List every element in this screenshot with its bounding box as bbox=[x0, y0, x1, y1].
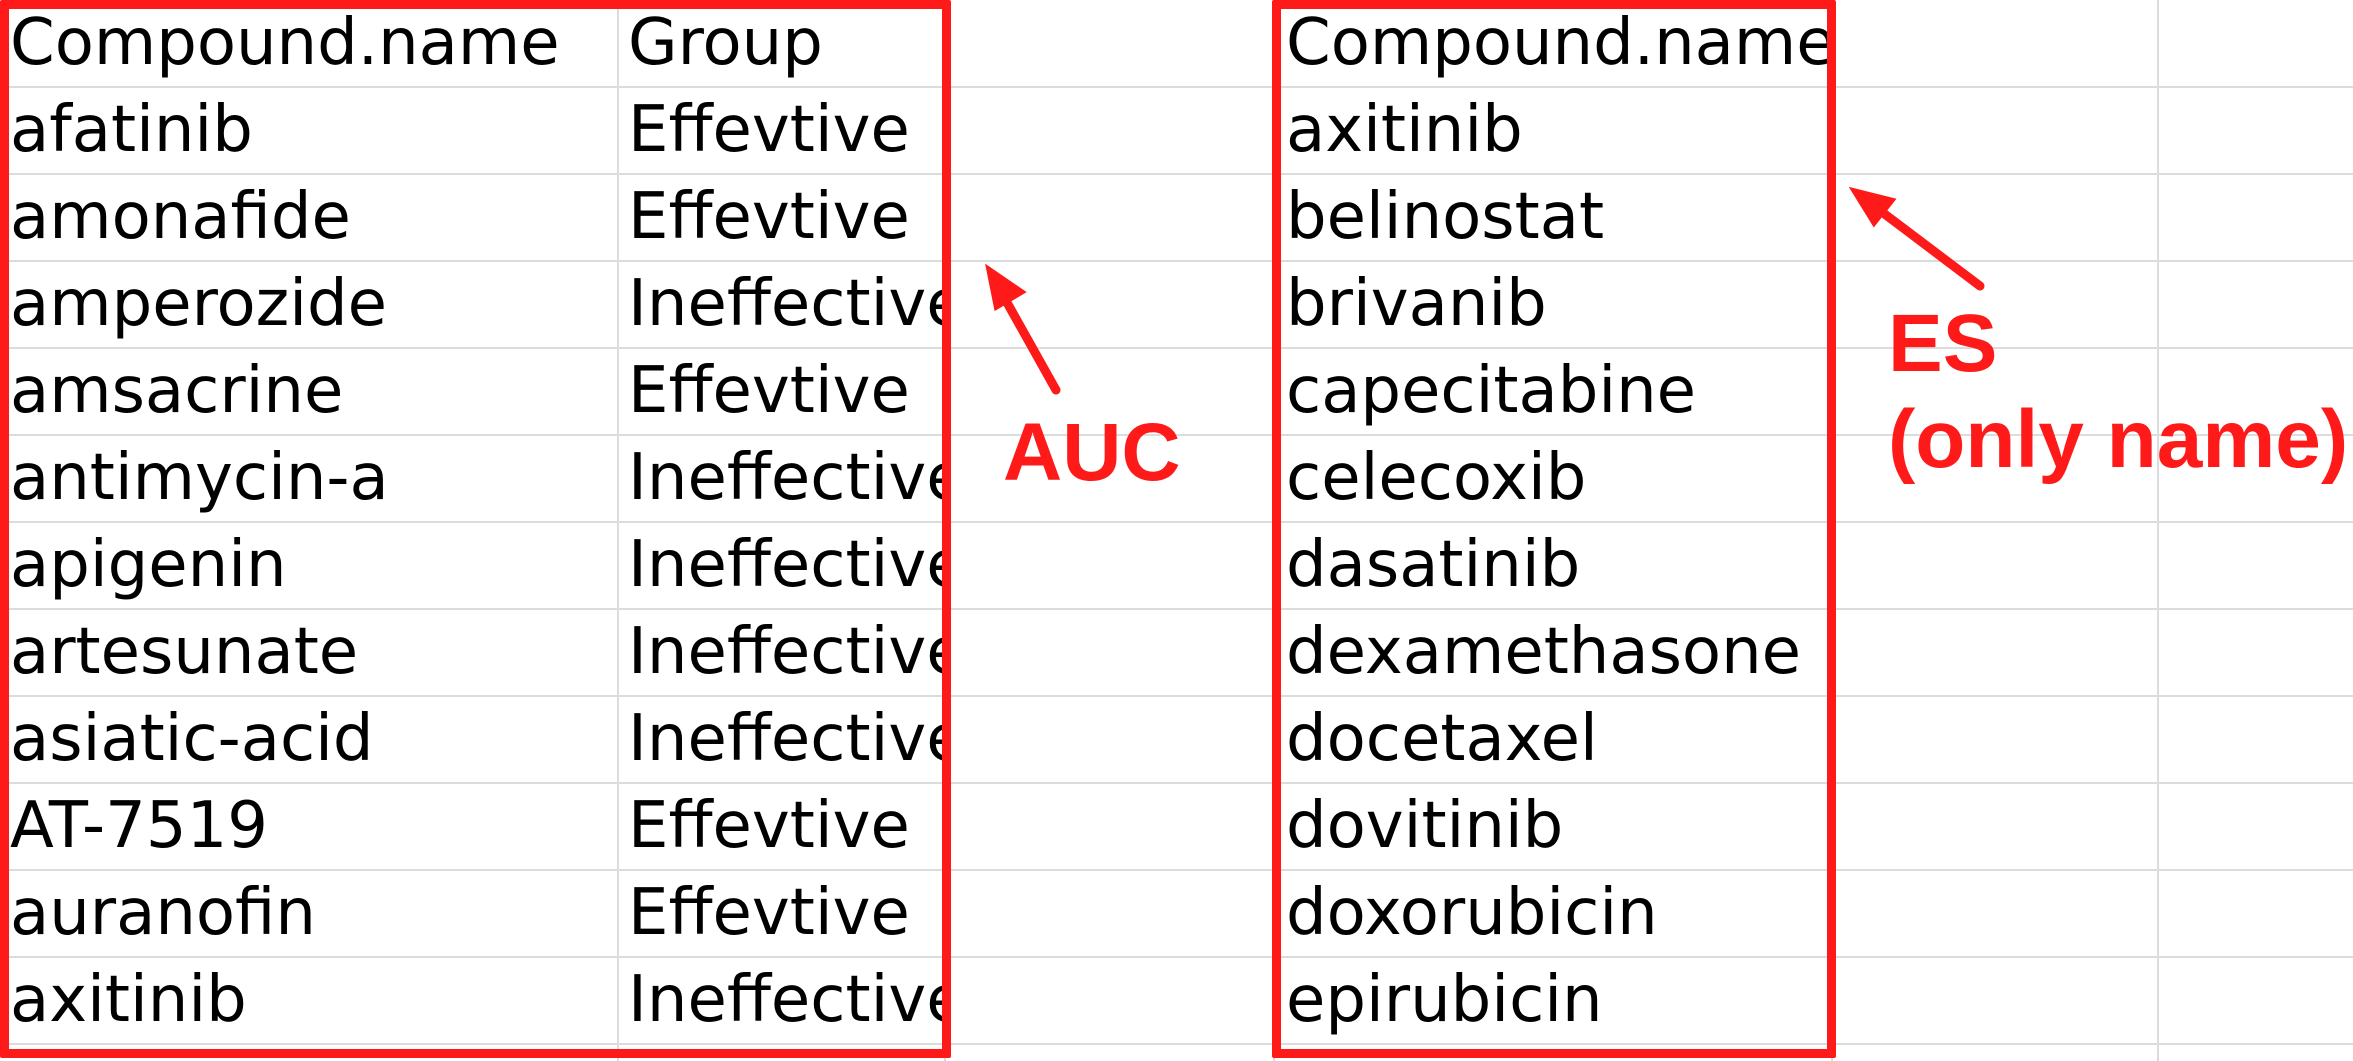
cell-group[interactable]: Ineffective bbox=[628, 702, 943, 776]
header-cell-group[interactable]: Group bbox=[628, 6, 823, 80]
cell-es-compound-name[interactable]: brivanib bbox=[1286, 267, 1547, 341]
row-gridline bbox=[0, 86, 2353, 88]
table-row: afatinib Effevtive axitinib bbox=[0, 87, 2353, 174]
row-gridline bbox=[0, 347, 2353, 349]
cell-es-compound-name[interactable]: belinostat bbox=[1286, 180, 1605, 254]
cell-group[interactable]: Ineffective bbox=[628, 963, 943, 1037]
auc-label: AUC bbox=[1003, 407, 1181, 498]
cell-compound-name[interactable]: auranofin bbox=[10, 876, 316, 950]
cell-es-compound-name[interactable]: dexamethasone bbox=[1286, 615, 1801, 689]
table-row: artesunate Ineffective dexamethasone bbox=[0, 609, 2353, 696]
row-gridline bbox=[0, 608, 2353, 610]
cell-group[interactable]: Effevtive bbox=[628, 354, 910, 428]
column-gridline bbox=[617, 0, 619, 1061]
cell-compound-name[interactable]: AT-7519 bbox=[10, 789, 268, 863]
cell-es-compound-name[interactable]: axitinib bbox=[1286, 93, 1523, 167]
cell-compound-name[interactable]: antimycin-a bbox=[10, 441, 389, 515]
cell-group[interactable]: Effevtive bbox=[628, 789, 910, 863]
cell-es-compound-name[interactable]: epirubicin bbox=[1286, 963, 1603, 1037]
cell-es-compound-name[interactable]: celecoxib bbox=[1286, 441, 1587, 515]
column-gridline bbox=[2157, 0, 2159, 1061]
row-gridline bbox=[0, 260, 2353, 262]
row-gridline bbox=[0, 434, 2353, 436]
table-row: amperozide Ineffective brivanib bbox=[0, 261, 2353, 348]
header-row: Compound.name Group Compound.name bbox=[0, 0, 2353, 87]
es-label-subtitle: (only name) bbox=[1888, 394, 2349, 485]
row-gridline bbox=[0, 173, 2353, 175]
cell-es-compound-name[interactable]: dovitinib bbox=[1286, 789, 1564, 863]
cell-compound-name[interactable]: artesunate bbox=[10, 615, 359, 689]
table-row: auranofin Effevtive doxorubicin bbox=[0, 870, 2353, 957]
es-highlight-box bbox=[1272, 0, 1836, 1058]
cell-compound-name[interactable]: amsacrine bbox=[10, 354, 344, 428]
table-row: axitinib Ineffective epirubicin bbox=[0, 957, 2353, 1044]
cell-group[interactable]: Effevtive bbox=[628, 180, 910, 254]
cell-group[interactable]: Ineffective bbox=[628, 441, 943, 515]
cell-compound-name[interactable]: afatinib bbox=[10, 93, 253, 167]
es-label: ES bbox=[1888, 298, 1998, 389]
cell-es-compound-name[interactable]: dasatinib bbox=[1286, 528, 1581, 602]
cell-group[interactable]: Ineffective bbox=[628, 615, 943, 689]
auc-highlight-box bbox=[0, 0, 951, 1058]
cell-es-compound-name[interactable]: capecitabine bbox=[1286, 354, 1697, 428]
table-row: AT-7519 Effevtive dovitinib bbox=[0, 783, 2353, 870]
cell-group[interactable]: Ineffective bbox=[628, 528, 943, 602]
table-row: asiatic-acid Ineffective docetaxel bbox=[0, 696, 2353, 783]
cell-compound-name[interactable]: amperozide bbox=[10, 267, 387, 341]
cell-compound-name[interactable]: axitinib bbox=[10, 963, 247, 1037]
row-gridline bbox=[0, 1043, 2353, 1045]
row-gridline bbox=[0, 521, 2353, 523]
table-row: antimycin-a Ineffective celecoxib bbox=[0, 435, 2353, 522]
table-row: amonafide Effevtive belinostat bbox=[0, 174, 2353, 261]
cell-group[interactable]: Effevtive bbox=[628, 876, 910, 950]
cell-es-compound-name[interactable]: doxorubicin bbox=[1286, 876, 1658, 950]
cell-compound-name[interactable]: amonafide bbox=[10, 180, 351, 254]
table-row: amsacrine Effevtive capecitabine bbox=[0, 348, 2353, 435]
header-cell-es-compound-name[interactable]: Compound.name bbox=[1286, 6, 1829, 80]
cell-es-compound-name[interactable]: docetaxel bbox=[1286, 702, 1598, 776]
header-cell-compound-name[interactable]: Compound.name bbox=[10, 6, 560, 80]
table-row: apigenin Ineffective dasatinib bbox=[0, 522, 2353, 609]
cell-compound-name[interactable]: apigenin bbox=[10, 528, 287, 602]
cell-group[interactable]: Effevtive bbox=[628, 93, 910, 167]
row-gridline bbox=[0, 782, 2353, 784]
cell-group[interactable]: Ineffective bbox=[628, 267, 943, 341]
row-gridline bbox=[0, 695, 2353, 697]
cell-compound-name[interactable]: asiatic-acid bbox=[10, 702, 374, 776]
row-gridline bbox=[0, 869, 2353, 871]
row-gridline bbox=[0, 956, 2353, 958]
